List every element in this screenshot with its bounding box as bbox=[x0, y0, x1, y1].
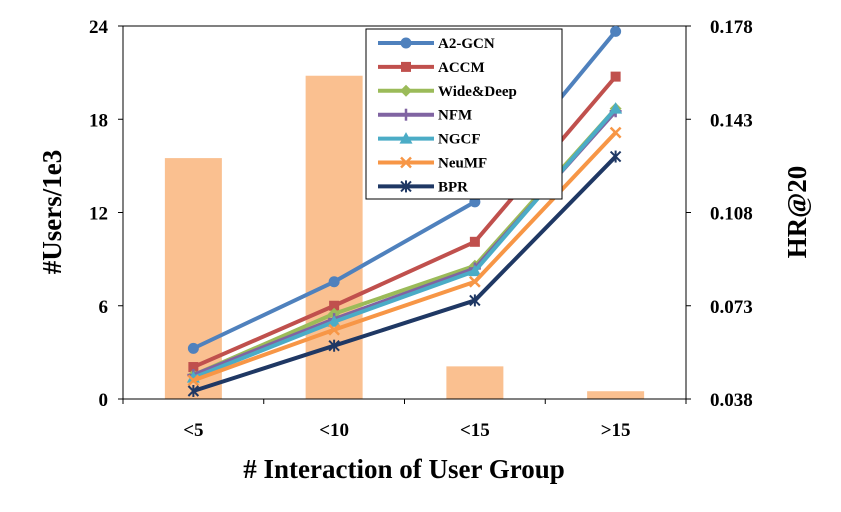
legend-label: NeuMF bbox=[438, 156, 487, 172]
legend-item-a2-gcn: A2-GCN bbox=[378, 36, 495, 52]
point-ngcf-4 bbox=[609, 102, 623, 114]
right-axis-title: HR@20 bbox=[782, 166, 812, 259]
left-axis-title: #Users/1e3 bbox=[37, 150, 67, 274]
point-a2-gcn-1 bbox=[187, 342, 199, 354]
x-tick-label: >15 bbox=[601, 420, 631, 441]
x-tick-label: <5 bbox=[183, 420, 203, 441]
bar-3 bbox=[446, 366, 504, 399]
legend-label: NGCF bbox=[438, 132, 481, 148]
legend-item-neumf: NeuMF bbox=[378, 156, 487, 172]
point-neumf-3 bbox=[468, 275, 481, 288]
point-accm-2 bbox=[329, 300, 340, 311]
point-accm-4 bbox=[610, 71, 621, 82]
x-axis-title: # Interaction of User Group bbox=[243, 454, 564, 484]
legend-swatch-marker bbox=[400, 37, 412, 49]
legend-swatch-marker bbox=[400, 108, 412, 121]
left-tick-label: 6 bbox=[99, 297, 109, 318]
left-tick-label: 12 bbox=[89, 204, 108, 225]
point-bpr-1 bbox=[187, 385, 200, 398]
legend-swatch-marker bbox=[400, 84, 412, 97]
legend-label: ACCM bbox=[438, 60, 485, 76]
legend-label: A2-GCN bbox=[438, 36, 495, 52]
point-bpr-3 bbox=[469, 294, 481, 307]
legend: A2-GCN ACCM Wide&Deep NFM NGCF NeuMF BPR bbox=[365, 28, 563, 200]
point-bpr-4 bbox=[609, 150, 622, 163]
right-tick-label: 0.038 bbox=[710, 390, 753, 411]
point-a2-gcn-4 bbox=[610, 25, 622, 37]
series-bpr bbox=[187, 150, 622, 398]
legend-item-accm: ACCM bbox=[378, 60, 485, 76]
right-tick-label: 0.143 bbox=[710, 110, 753, 131]
x-tick-label: <15 bbox=[460, 420, 490, 441]
point-neumf-2 bbox=[328, 323, 341, 336]
left-tick-label: 0 bbox=[99, 390, 109, 411]
series-line-bpr bbox=[192, 155, 618, 393]
left-tick-label: 18 bbox=[89, 110, 108, 131]
legend-item-bpr: BPR bbox=[378, 179, 468, 195]
legend-label: Wide&Deep bbox=[438, 84, 517, 100]
bar-4 bbox=[587, 391, 645, 399]
series-neumf bbox=[187, 126, 622, 387]
point-accm-3 bbox=[469, 236, 480, 247]
legend-item-wide-deep: Wide&Deep bbox=[378, 84, 517, 100]
left-axis-ticks: 0 6 12 18 24 bbox=[89, 17, 123, 411]
right-tick-label: 0.073 bbox=[710, 297, 753, 318]
legend-swatch-marker bbox=[400, 180, 412, 193]
right-tick-label: 0.108 bbox=[710, 204, 753, 225]
legend-swatch-marker bbox=[400, 156, 412, 169]
bars-layer bbox=[164, 75, 645, 399]
point-ngcf-2 bbox=[327, 315, 341, 327]
point-neumf-4 bbox=[609, 126, 622, 139]
legend-swatch-marker bbox=[401, 61, 411, 72]
point-ngcf-3 bbox=[468, 264, 482, 277]
point-bpr-2 bbox=[328, 339, 340, 352]
x-tick-label: <10 bbox=[319, 420, 349, 441]
left-tick-label: 24 bbox=[89, 17, 109, 38]
point-accm-1 bbox=[188, 362, 199, 373]
legend-swatch-marker bbox=[399, 132, 413, 144]
legend-label: NFM bbox=[438, 108, 472, 124]
legend-item-nfm: NFM bbox=[378, 108, 472, 124]
right-tick-label: 0.178 bbox=[710, 17, 753, 38]
point-neumf-1 bbox=[187, 374, 200, 387]
legend-label: BPR bbox=[438, 179, 468, 195]
x-axis-ticks: <5 <10 <15 >15 bbox=[122, 399, 687, 441]
legend-item-ngcf: NGCF bbox=[378, 132, 481, 148]
right-axis-ticks: 0.038 0.073 0.108 0.143 0.178 bbox=[686, 17, 753, 411]
point-a2-gcn-2 bbox=[328, 276, 340, 288]
series-line-neumf bbox=[192, 131, 618, 383]
